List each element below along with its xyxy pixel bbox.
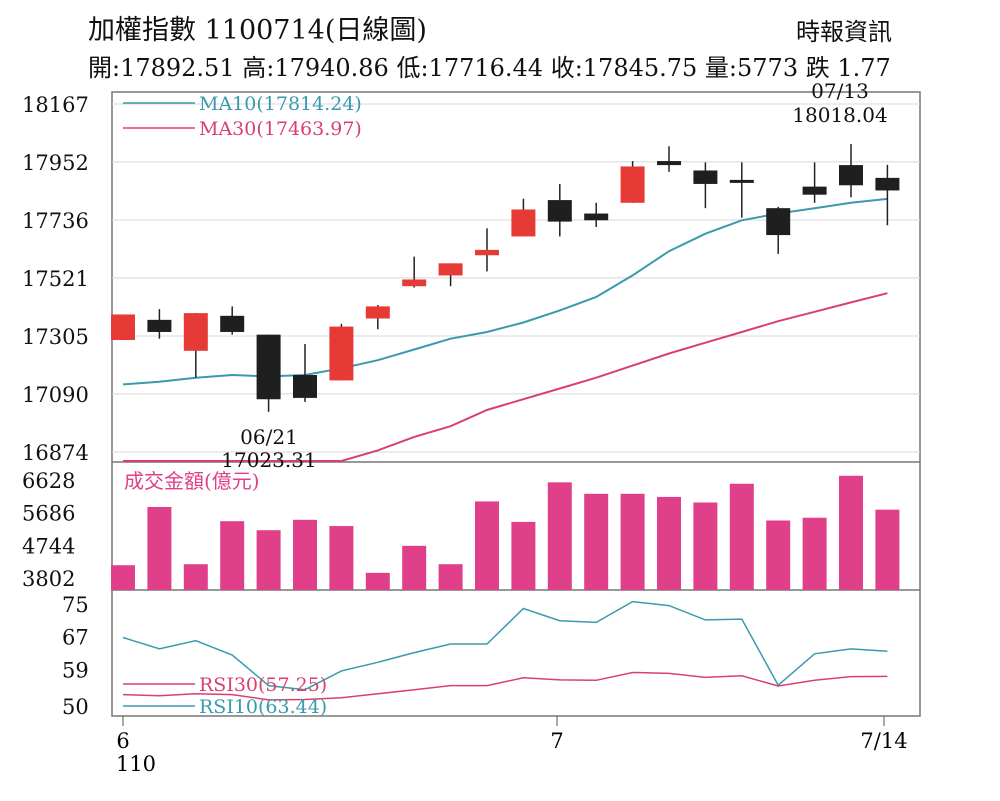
- volume-bar: [547, 482, 572, 590]
- x-tick-label: 6: [116, 729, 129, 753]
- ma30-legend: MA30(17463.97): [199, 118, 362, 140]
- price-tick-label: 17736: [22, 209, 89, 233]
- volume-bar: [293, 519, 317, 590]
- candle-body: [657, 161, 681, 166]
- candle-body: [147, 319, 172, 332]
- source-label: 時報資訊: [796, 18, 892, 46]
- volume-tick-label: 4744: [22, 534, 75, 558]
- chart-frame: [111, 91, 921, 717]
- volume-bar: [875, 509, 900, 590]
- candle-body: [438, 263, 463, 276]
- volume-bar: [111, 565, 135, 590]
- candle-body: [766, 208, 791, 236]
- price-tick-label: 17090: [22, 383, 89, 407]
- rsi-tick-label: 75: [62, 593, 89, 617]
- volume-tick-label: 6628: [22, 469, 75, 493]
- candle-body: [365, 306, 390, 319]
- volume-bar: [766, 520, 791, 590]
- high-annotation-date: 07/13: [811, 79, 869, 103]
- price-tick-label: 17952: [22, 151, 89, 175]
- volume-bar: [475, 501, 499, 590]
- candle-body: [584, 213, 609, 221]
- volume-bar: [802, 517, 827, 590]
- rsi10-line: [122, 600, 888, 691]
- price-tick-label: 17305: [22, 325, 89, 349]
- x-tick-label-year: 110: [116, 752, 156, 776]
- volume-bar: [584, 493, 609, 590]
- price-tick-label: 18167: [22, 93, 89, 117]
- candle-body: [620, 166, 645, 203]
- candle-body: [875, 177, 900, 191]
- ma10-line: [122, 197, 888, 386]
- x-tick-label: 7/14: [860, 729, 907, 753]
- volume-bar: [220, 521, 245, 590]
- candle-body: [547, 200, 572, 222]
- candle-body: [183, 313, 208, 351]
- rsi-tick-label: 67: [62, 626, 89, 650]
- candle-body: [329, 326, 354, 381]
- low-annotation-date: 06/21: [240, 425, 298, 449]
- volume-bar: [657, 496, 681, 590]
- high-annotation-value: 18018.04: [792, 103, 887, 127]
- rsi-tick-label: 50: [62, 695, 89, 719]
- ma10-legend: MA10(17814.24): [199, 93, 362, 115]
- candle-body: [475, 249, 499, 256]
- candle-body: [511, 209, 536, 237]
- candle-body: [839, 165, 863, 186]
- volume-bar: [256, 530, 281, 590]
- volume-bar: [693, 502, 718, 590]
- candle-body: [402, 279, 427, 287]
- candle-body: [256, 334, 281, 400]
- candle-body: [802, 186, 827, 195]
- volume-bar: [620, 493, 645, 590]
- volume-bar: [438, 564, 463, 590]
- candle-body: [111, 314, 135, 341]
- rsi-tick-label: 59: [62, 658, 89, 682]
- daily-stats: 開:17892.51 高:17940.86 低:17716.44 收:17845…: [88, 54, 891, 82]
- volume-bar: [147, 506, 172, 590]
- volume-bar: [183, 564, 208, 590]
- rsi30-legend: RSI30(57.25): [199, 674, 327, 696]
- price-tick-label: 17521: [22, 267, 89, 291]
- candle-body: [729, 179, 754, 183]
- volume-bar: [729, 483, 754, 590]
- low-annotation-value: 17023.31: [221, 448, 316, 472]
- chart-title: 加權指數 1100714(日線圖): [88, 15, 427, 46]
- rsi10-legend: RSI10(63.44): [199, 696, 327, 718]
- x-tick-label: 7: [550, 729, 563, 753]
- volume-title: 成交金額(億元): [124, 469, 260, 493]
- candle-body: [293, 375, 317, 398]
- candle-body: [693, 170, 718, 184]
- volume-bar: [511, 521, 536, 590]
- price-tick-label: 16874: [22, 441, 89, 465]
- volume-bar: [402, 545, 427, 590]
- volume-tick-label: 3802: [22, 567, 75, 591]
- candle-body: [220, 315, 245, 332]
- volume-bar: [329, 526, 354, 590]
- volume-bar: [839, 475, 863, 590]
- ma30-line: [123, 292, 888, 462]
- rsi30-line: [122, 671, 888, 701]
- volume-tick-label: 5686: [22, 502, 75, 526]
- volume-bar: [365, 572, 390, 590]
